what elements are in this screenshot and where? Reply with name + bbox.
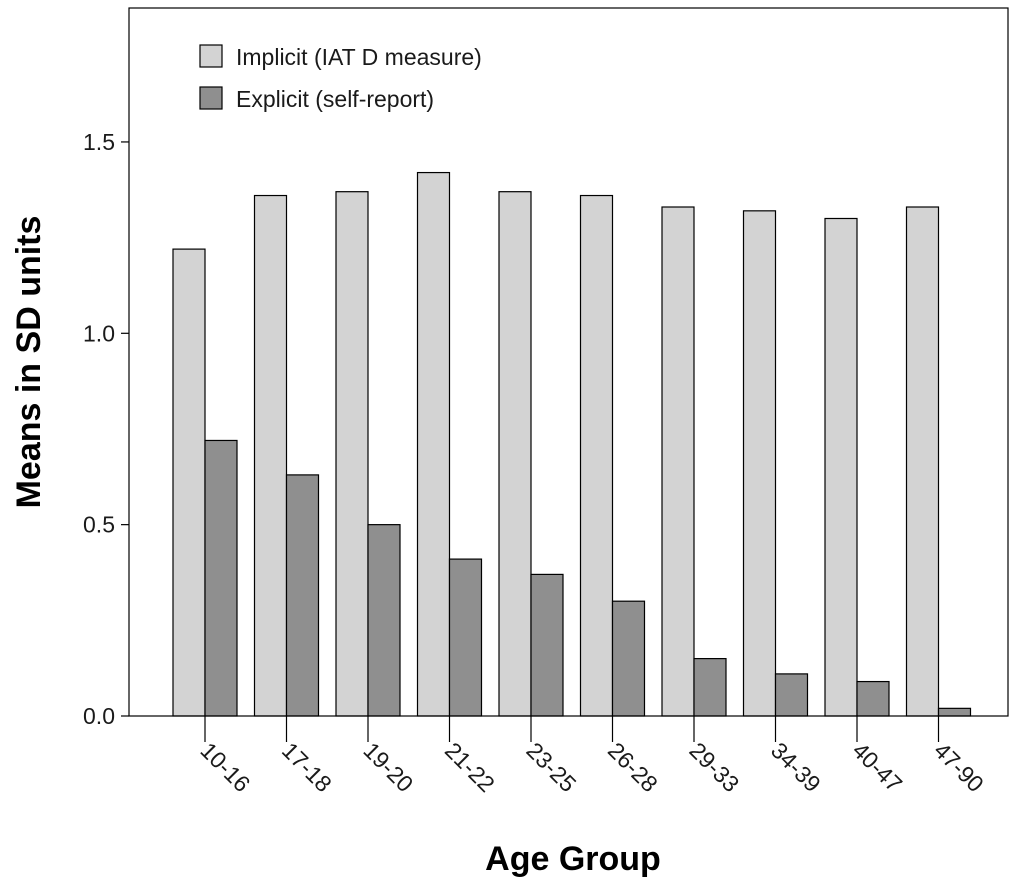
y-tick-label: 1.5 xyxy=(83,129,115,155)
legend-swatch xyxy=(199,44,223,68)
bar-implicit xyxy=(498,191,532,717)
legend-label: Implicit (IAT D measure) xyxy=(236,44,482,70)
bar-explicit xyxy=(774,673,809,717)
bar-explicit xyxy=(611,600,646,717)
bar-implicit xyxy=(253,194,288,717)
bar-implicit xyxy=(172,248,206,717)
bar-explicit xyxy=(448,558,483,717)
y-tick-label: 1.0 xyxy=(83,320,115,346)
bar-implicit xyxy=(824,217,858,717)
bar-implicit xyxy=(661,206,695,717)
legend: Implicit (IAT D measure) Explicit (self-r… xyxy=(199,44,482,112)
legend-label: Explicit (self-report) xyxy=(236,86,434,112)
bar-implicit xyxy=(416,171,451,717)
bar-implicit xyxy=(742,210,777,717)
bar-explicit xyxy=(693,657,727,717)
bar-implicit xyxy=(335,191,369,717)
bar-implicit xyxy=(905,206,940,717)
bar-explicit xyxy=(530,573,564,717)
bar-explicit xyxy=(856,680,890,717)
x-axis-title: Age Group xyxy=(485,840,661,878)
bars-layer xyxy=(172,171,972,717)
y-tick-label: 0.0 xyxy=(83,703,115,729)
legend-swatch xyxy=(199,86,223,110)
bar-explicit xyxy=(285,474,320,717)
bar-explicit xyxy=(204,439,238,717)
plot-frame xyxy=(128,7,1009,717)
bar-explicit xyxy=(937,707,972,717)
bar-implicit xyxy=(579,194,614,717)
y-tick-label: 0.5 xyxy=(83,512,115,538)
bar-explicit xyxy=(367,524,401,717)
y-axis-title: Means in SD units xyxy=(10,216,48,509)
